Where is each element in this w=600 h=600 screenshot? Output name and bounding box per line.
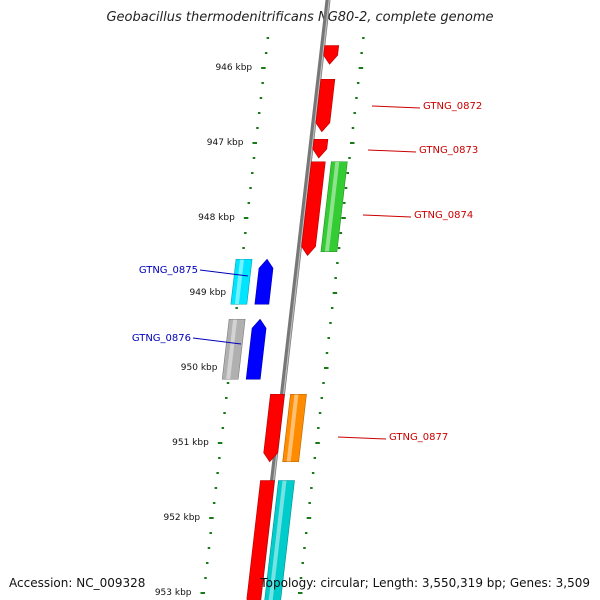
kbp-tick-label: 953 kbp xyxy=(155,588,192,598)
cds-arrow xyxy=(301,161,326,256)
cds-feature xyxy=(323,45,340,65)
gene-feature xyxy=(320,161,348,253)
gene-bar-highlight xyxy=(226,319,238,380)
gene-label: GTNG_0873 xyxy=(419,145,478,156)
gene-bar-highlight xyxy=(286,394,299,462)
gene-bar-highlight xyxy=(268,480,287,600)
gene-bar xyxy=(320,161,348,252)
page-title: Geobacillus thermodenitrificans NG80-2, … xyxy=(106,10,494,25)
cds-arrow xyxy=(263,394,285,462)
kbp-tick-label: 947 kbp xyxy=(207,138,244,148)
cds-arrow-outline xyxy=(246,480,275,600)
cds-arrow xyxy=(246,319,267,380)
gene-label-leader xyxy=(337,436,387,440)
cds-feature xyxy=(246,480,275,600)
gene-bar-highlight xyxy=(234,259,245,305)
cds-feature xyxy=(263,393,285,463)
cds-feature xyxy=(315,78,336,133)
accession-label: Accession: NC_009328 xyxy=(9,576,146,590)
gene-bar xyxy=(230,259,253,305)
kbp-tick-label: 950 kbp xyxy=(181,363,218,373)
gene-label: GTNG_0875 xyxy=(139,265,198,276)
cds-arrow xyxy=(246,480,275,600)
cds-arrow-outline xyxy=(245,318,267,380)
gene-bar-outline xyxy=(230,258,253,305)
gene-feature xyxy=(282,393,307,463)
gene-label-leader xyxy=(199,269,249,277)
gene-feature xyxy=(221,318,246,380)
kbp-tick-label: 946 kbp xyxy=(215,63,252,73)
kbp-tick-label: 951 kbp xyxy=(172,438,209,448)
cds-arrow-outline xyxy=(323,45,340,65)
cds-feature xyxy=(245,318,267,380)
cds-arrow-outline xyxy=(263,393,285,463)
gene-label-leader xyxy=(367,149,417,153)
gene-label-leader xyxy=(371,105,421,109)
gene-feature xyxy=(264,480,295,600)
cds-arrow xyxy=(312,139,328,158)
topology-label: Topology: circular; Length: 3,550,319 bp… xyxy=(260,576,590,590)
kbp-tick-label: 952 kbp xyxy=(163,513,200,523)
cds-arrow-outline xyxy=(312,138,329,159)
cds-feature xyxy=(254,258,274,305)
gene-label: GTNG_0876 xyxy=(132,333,191,344)
gene-bar-outline xyxy=(221,318,246,380)
gene-bar xyxy=(222,319,246,380)
gene-bar xyxy=(264,480,295,600)
cds-feature xyxy=(312,138,329,159)
cds-arrow-outline xyxy=(254,258,274,305)
cds-arrow xyxy=(323,45,339,65)
gene-bar-outline xyxy=(264,480,295,600)
gene-label-leader xyxy=(192,337,242,345)
gene-label: GTNG_0877 xyxy=(389,432,448,443)
cds-arrow xyxy=(254,259,274,305)
gene-feature xyxy=(230,258,253,305)
kbp-tick-label: 949 kbp xyxy=(189,288,226,298)
gene-bar-outline xyxy=(320,161,348,253)
gene-label-leader xyxy=(362,214,412,218)
kbp-tick-label: 948 kbp xyxy=(198,213,235,223)
cds-feature xyxy=(301,161,326,256)
cds-arrow-outline xyxy=(301,161,326,256)
gene-bar-highlight xyxy=(324,161,340,252)
gene-label: GTNG_0872 xyxy=(423,101,482,112)
gene-bar-outline xyxy=(282,393,307,463)
cds-arrow-outline xyxy=(315,78,336,133)
gene-label: GTNG_0874 xyxy=(414,210,473,221)
